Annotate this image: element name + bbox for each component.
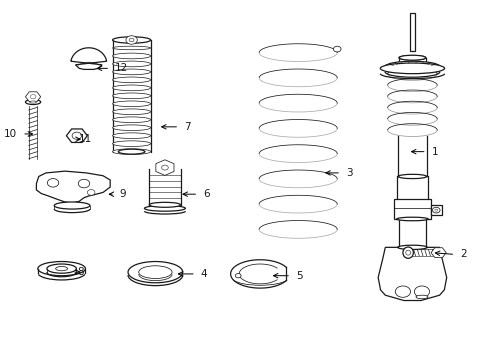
Ellipse shape bbox=[118, 149, 144, 154]
Polygon shape bbox=[36, 171, 110, 203]
Ellipse shape bbox=[112, 109, 150, 114]
Circle shape bbox=[87, 190, 95, 195]
Circle shape bbox=[394, 286, 410, 297]
Ellipse shape bbox=[397, 174, 426, 179]
Ellipse shape bbox=[128, 261, 183, 283]
Circle shape bbox=[72, 132, 81, 139]
Text: 4: 4 bbox=[200, 269, 207, 279]
Polygon shape bbox=[377, 247, 446, 301]
Ellipse shape bbox=[398, 55, 425, 60]
Ellipse shape bbox=[144, 206, 185, 211]
Circle shape bbox=[161, 165, 168, 170]
Text: 10: 10 bbox=[4, 129, 17, 139]
Ellipse shape bbox=[112, 141, 150, 147]
Circle shape bbox=[413, 286, 428, 297]
Circle shape bbox=[129, 38, 134, 42]
Ellipse shape bbox=[405, 250, 410, 255]
Text: 9: 9 bbox=[120, 189, 126, 199]
Ellipse shape bbox=[402, 247, 412, 258]
Text: 11: 11 bbox=[79, 134, 92, 144]
Bar bbox=[393, 199, 429, 219]
Ellipse shape bbox=[128, 264, 183, 285]
Bar bbox=[409, 13, 414, 51]
Circle shape bbox=[235, 274, 241, 278]
Circle shape bbox=[333, 46, 340, 52]
Circle shape bbox=[431, 207, 439, 213]
Circle shape bbox=[78, 179, 89, 188]
Ellipse shape bbox=[38, 261, 85, 276]
Ellipse shape bbox=[112, 101, 150, 107]
Ellipse shape bbox=[56, 266, 67, 271]
Text: 3: 3 bbox=[345, 168, 352, 178]
Ellipse shape bbox=[380, 63, 444, 74]
Ellipse shape bbox=[47, 264, 76, 273]
Ellipse shape bbox=[112, 53, 150, 59]
Ellipse shape bbox=[149, 202, 180, 207]
Ellipse shape bbox=[112, 85, 150, 91]
Circle shape bbox=[125, 36, 137, 44]
Ellipse shape bbox=[112, 149, 150, 154]
Ellipse shape bbox=[384, 61, 439, 72]
Bar bbox=[429, 205, 442, 215]
Ellipse shape bbox=[398, 55, 425, 60]
Ellipse shape bbox=[112, 37, 150, 43]
Circle shape bbox=[434, 209, 437, 211]
Circle shape bbox=[30, 95, 36, 99]
Ellipse shape bbox=[139, 266, 172, 279]
Ellipse shape bbox=[112, 69, 150, 75]
Ellipse shape bbox=[415, 295, 427, 299]
Ellipse shape bbox=[112, 93, 150, 99]
Ellipse shape bbox=[112, 125, 150, 131]
Ellipse shape bbox=[112, 117, 150, 123]
Ellipse shape bbox=[396, 217, 427, 221]
Text: 5: 5 bbox=[295, 271, 302, 281]
Ellipse shape bbox=[112, 133, 150, 139]
Text: 8: 8 bbox=[77, 267, 83, 277]
Text: 12: 12 bbox=[115, 63, 128, 73]
Text: 6: 6 bbox=[203, 189, 209, 199]
Ellipse shape bbox=[30, 101, 36, 103]
Text: 2: 2 bbox=[459, 249, 466, 260]
Ellipse shape bbox=[397, 245, 427, 249]
Text: 1: 1 bbox=[430, 147, 437, 157]
Polygon shape bbox=[71, 48, 106, 69]
Ellipse shape bbox=[25, 100, 41, 104]
Ellipse shape bbox=[54, 202, 90, 209]
Ellipse shape bbox=[112, 46, 150, 50]
Ellipse shape bbox=[112, 77, 150, 83]
Ellipse shape bbox=[398, 64, 425, 69]
Ellipse shape bbox=[112, 61, 150, 67]
Text: 7: 7 bbox=[183, 122, 190, 132]
Circle shape bbox=[47, 179, 59, 187]
